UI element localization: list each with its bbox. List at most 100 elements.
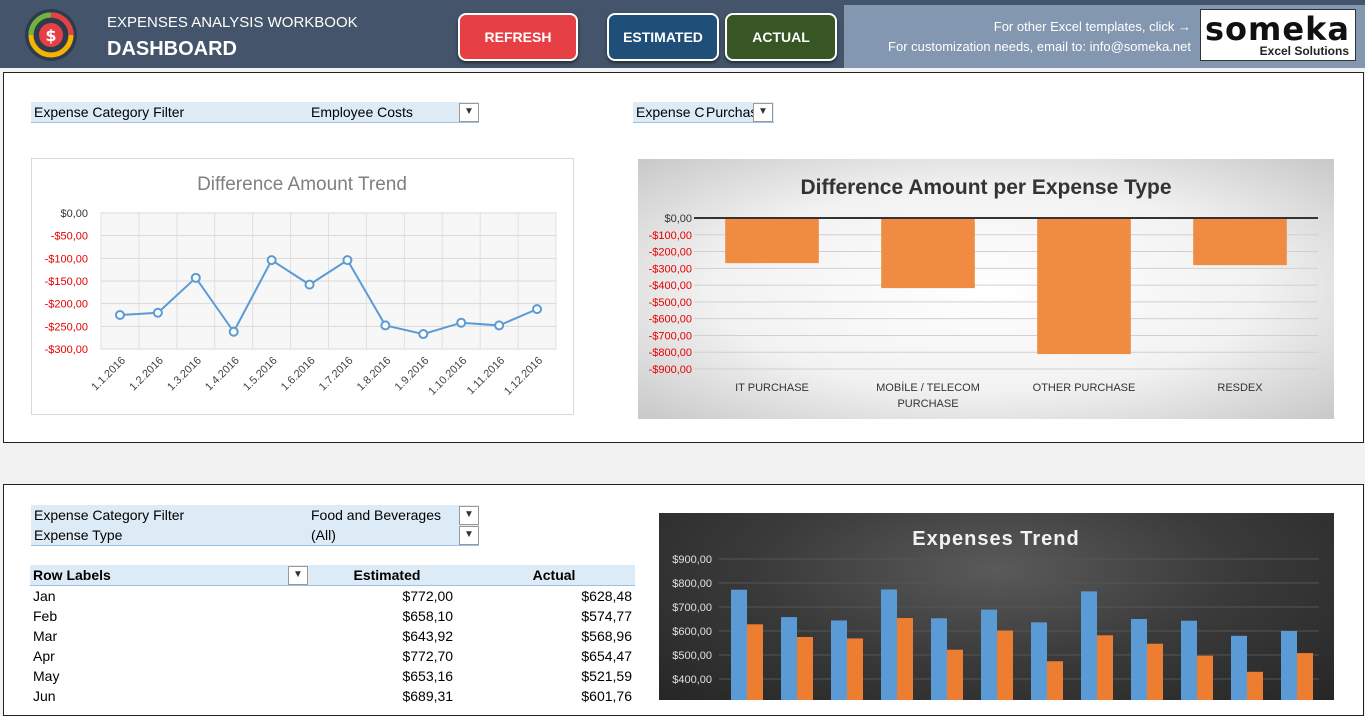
y-tick-label: -$800,00 — [649, 347, 692, 359]
filter-value: Food and Beverages — [311, 507, 441, 523]
row-labels-filter-icon[interactable]: ▼ — [288, 566, 308, 585]
y-tick-label: -$400,00 — [649, 280, 692, 292]
header-bar: $ EXPENSES ANALYSIS WORKBOOK DASHBOARD R… — [0, 0, 1365, 68]
x-tick-label: 1.9.2016 — [393, 355, 432, 394]
customization-note: For customization needs, email to: info@… — [888, 39, 1191, 54]
difference-trend-svg: Difference Amount Trend $0,00 -$50,00 -$100… — [45, 174, 557, 398]
y-tick-label: -$200,00 — [45, 299, 88, 311]
estimated-header: Estimated — [300, 565, 474, 586]
bar — [747, 624, 763, 700]
bar — [781, 617, 797, 700]
y-tick-label: $0,00 — [664, 213, 692, 225]
estimated-button[interactable]: ESTIMATED — [607, 13, 719, 61]
filter-dropdown-icon[interactable]: ▼ — [459, 103, 479, 122]
bar — [847, 638, 863, 700]
bar — [831, 620, 847, 700]
bar — [1047, 661, 1063, 700]
data-point — [114, 310, 125, 320]
y-tick-label: -$150,00 — [45, 276, 88, 288]
bar — [1231, 635, 1247, 700]
data-point — [494, 320, 505, 331]
x-tick-label: 1.8.2016 — [355, 355, 394, 394]
y-tick-label: -$700,00 — [649, 330, 692, 342]
filter-label: Expense Type — [34, 527, 123, 543]
difference-per-type-svg: Difference Amount per Expense Type $0,00 -… — [649, 176, 1318, 410]
data-point — [228, 326, 239, 337]
bar — [1247, 671, 1263, 700]
table-row: Feb $658,10 $574,77 — [33, 608, 632, 624]
filter-label: Expense Category Filter — [34, 507, 185, 523]
x-tick-label: IT PURCHASE — [735, 382, 809, 394]
y-tick-label: $700,00 — [672, 602, 712, 614]
actual-button[interactable]: ACTUAL — [725, 13, 837, 61]
data-point — [304, 279, 315, 290]
bar — [1193, 219, 1287, 266]
someka-logo[interactable]: someka Excel Solutions — [1200, 9, 1356, 61]
brand-tagline: Excel Solutions — [1259, 44, 1349, 58]
bar — [1037, 219, 1131, 355]
table-row: Jun $689,31 $601,76 — [33, 688, 632, 704]
filter-label: Expense C — [636, 104, 705, 120]
bar — [731, 589, 747, 700]
y-tick-label: -$500,00 — [649, 297, 692, 309]
templates-link[interactable]: For other Excel templates, click → — [993, 19, 1191, 34]
filter-dropdown-icon[interactable]: ▼ — [753, 103, 773, 122]
data-point — [380, 320, 391, 331]
x-tick-label: RESDEX — [1217, 382, 1263, 394]
filter-dropdown-icon[interactable]: ▼ — [459, 526, 479, 545]
bar — [881, 219, 975, 289]
bar — [1081, 591, 1097, 700]
y-tick-label: -$100,00 — [45, 253, 88, 265]
y-tick-label: $0,00 — [60, 208, 88, 220]
bar — [725, 219, 819, 264]
data-point — [418, 329, 429, 340]
filter-label: Expense Category Filter — [34, 104, 185, 120]
bar — [1147, 643, 1163, 700]
brand-name: someka — [1205, 10, 1350, 48]
bar — [931, 618, 947, 700]
row-labels-header: Row Labels ▼ — [30, 565, 308, 586]
bar — [947, 649, 963, 700]
data-point — [152, 307, 163, 318]
expense-type-filter: Expense C Purchase ▼ — [633, 102, 774, 123]
filter-dropdown-icon[interactable]: ▼ — [459, 506, 479, 525]
page-title: DASHBOARD — [107, 38, 237, 60]
x-tick-label: MOBİLE / TELECOM — [876, 381, 980, 394]
x-tick-label: 1.4.2016 — [203, 355, 242, 394]
y-tick-label: $800,00 — [672, 578, 712, 590]
bar — [1181, 620, 1197, 700]
data-point — [266, 255, 277, 266]
y-tick-label: $600,00 — [672, 626, 712, 638]
x-tick-label: 1.6.2016 — [279, 355, 318, 394]
table-row: Apr $772,70 $654,47 — [33, 648, 632, 664]
bar — [1131, 619, 1147, 700]
x-tick-label: 1.11.2016 — [465, 355, 508, 398]
workbook-subtitle: EXPENSES ANALYSIS WORKBOOK — [107, 14, 358, 31]
difference-trend-chart: Difference Amount Trend $0,00 -$50,00 -$100… — [31, 158, 574, 415]
refresh-button[interactable]: REFRESH — [458, 13, 578, 61]
pivot-table: Row Labels ▼ Estimated Actual Jan $772,00… — [30, 565, 635, 706]
bar — [1031, 622, 1047, 700]
y-tick-label: -$300,00 — [649, 263, 692, 275]
x-tick-label: 1.10.2016 — [426, 355, 469, 398]
x-tick-label: 1.1.2016 — [89, 355, 128, 394]
x-tick-label: 1.7.2016 — [317, 355, 356, 394]
x-tick-label: 1.12.2016 — [502, 355, 545, 398]
expenses-trend-chart: Expenses Trend $900,00 $800,00 $700,00 $600,… — [659, 513, 1334, 700]
table-row: May $653,16 $521,59 — [33, 668, 632, 684]
bar — [1097, 635, 1113, 700]
data-point — [190, 272, 201, 283]
actual-header: Actual — [473, 565, 635, 586]
x-tick-label: 1.5.2016 — [241, 355, 280, 394]
x-tick-label: OTHER PURCHASE — [1033, 382, 1136, 394]
chart-title: Difference Amount Trend — [197, 174, 407, 195]
bar — [1281, 631, 1297, 700]
data-point — [342, 255, 353, 266]
svg-text:$: $ — [45, 26, 56, 45]
y-tick-label: -$900,00 — [649, 364, 692, 376]
filter-value: (All) — [311, 527, 336, 543]
bar — [997, 630, 1013, 700]
table-row: Jan $772,00 $628,48 — [33, 588, 632, 604]
bar — [1297, 653, 1313, 700]
trend-line — [119, 258, 538, 336]
